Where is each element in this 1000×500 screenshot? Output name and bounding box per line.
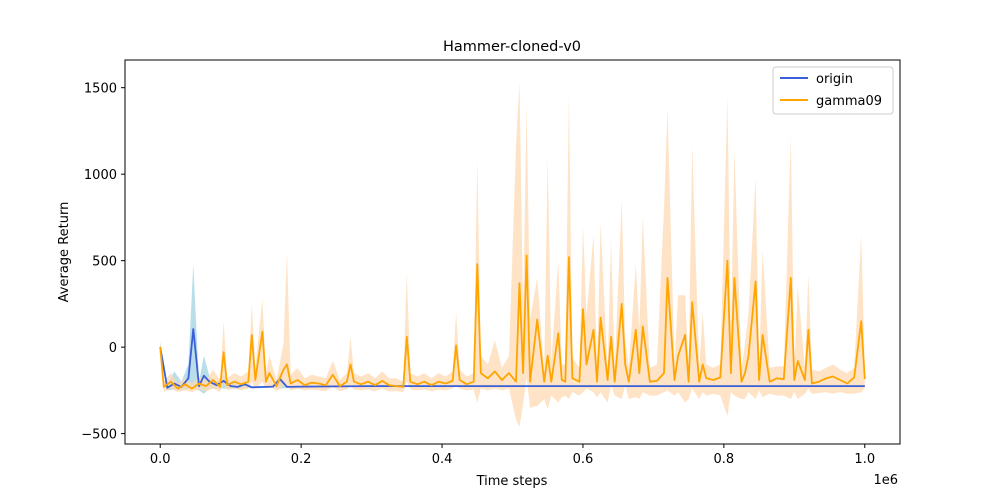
series-line-gamma09 (159, 254, 866, 390)
legend-label-origin: origin (816, 72, 853, 87)
chart-title: Hammer-cloned-v0 (443, 39, 581, 55)
y-axis-ticks: −500 0 500 1000 1500 (81, 82, 125, 443)
x-tick-label: 0.0 (150, 452, 171, 467)
y-tick-label: 500 (92, 255, 117, 270)
x-axis-offset-label: 1e6 (873, 473, 898, 488)
x-tick-label: 0.8 (714, 452, 735, 467)
x-axis-ticks: 0.0 0.2 0.4 0.6 0.8 1.0 (150, 444, 875, 467)
y-tick-label: 1500 (84, 82, 117, 97)
plot-frame (124, 59, 901, 445)
y-tick-label: 1000 (84, 168, 117, 183)
band-gamma09 (160, 82, 865, 427)
y-axis-label: Average Return (57, 202, 72, 303)
series-lines (159, 254, 866, 390)
x-tick-label: 0.2 (291, 452, 312, 467)
legend: origin gamma09 (772, 66, 894, 115)
x-axis-label: Time steps (476, 474, 548, 489)
confidence-bands (160, 82, 865, 427)
y-tick-label: −500 (81, 428, 117, 443)
x-tick-label: 0.6 (573, 452, 594, 467)
x-tick-label: 1.0 (854, 452, 875, 467)
series-line-origin (159, 328, 865, 389)
x-tick-label: 0.4 (432, 452, 453, 467)
y-tick-label: 0 (109, 341, 117, 356)
legend-label-gamma09: gamma09 (816, 94, 882, 109)
